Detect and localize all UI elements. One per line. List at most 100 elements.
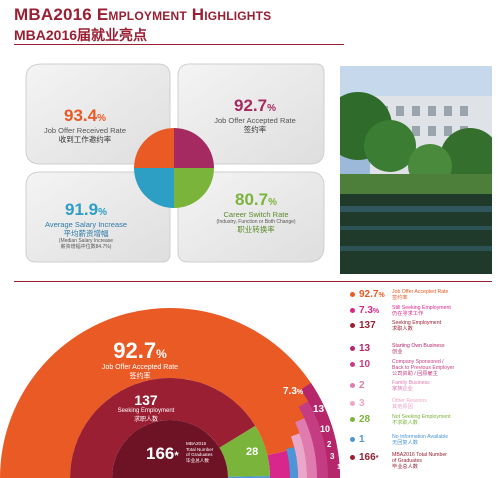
- ring-total-core: [112, 420, 228, 478]
- legend-value-number: 13: [359, 343, 371, 354]
- legend-item: 166* MBA2016 Total Number of Graduates 毕业总人…: [350, 452, 500, 470]
- legend-label-line: 创业: [392, 349, 403, 355]
- legend-label: Not Seeking Employment 不求职人数: [392, 414, 451, 426]
- legend-value: 1: [359, 434, 365, 445]
- legend-label-line: 不求职人数: [392, 420, 418, 426]
- legend-dot: [350, 401, 355, 406]
- employment-chart: [0, 308, 340, 478]
- legend-label-line: of Graduates: [392, 458, 422, 464]
- legend-dot: [350, 417, 355, 422]
- legend-label: Family Business 家族企业: [392, 380, 430, 392]
- ring-accepted: [0, 308, 336, 478]
- legend-value-number: 10: [359, 359, 371, 370]
- legend-value-unit: *: [375, 455, 379, 462]
- legend-value-number: 28: [359, 414, 371, 425]
- legend-label-line: Still Seeking Employment: [392, 305, 451, 311]
- highlight-accepted: 92.7% Job Offer Accepted Rate 签约率: [214, 96, 296, 134]
- total-center-label: MBA2016 Total Number of Graduates 毕业总人数: [186, 441, 214, 463]
- legend-dot: [350, 346, 355, 351]
- legend-label-line: 仍在寻求工作: [392, 311, 424, 317]
- legend-label-line: Seeking Employment: [392, 320, 442, 326]
- wedge-no-info: [286, 447, 298, 478]
- legend-label-line: 求职人数: [392, 326, 413, 332]
- arc-label-no-info: 1: [337, 464, 341, 471]
- ring-seeking: [70, 378, 256, 478]
- legend-dot: [350, 308, 355, 313]
- arc-label-still-seeking: 7.3%: [283, 386, 304, 397]
- wedge-other: [291, 433, 307, 478]
- wedge-family: [295, 418, 317, 478]
- wedge-sponsored: [298, 401, 328, 478]
- legend-label-line: Family Business: [392, 380, 430, 386]
- page-title: MBA2016 Employment Highlights: [14, 5, 272, 24]
- legend-label-line: Not Seeking Employment: [392, 414, 451, 420]
- legend-label: MBA2016 Total Number of Graduates 毕业总人数: [392, 452, 447, 470]
- legend-label-line: 毕业总人数: [392, 464, 418, 470]
- legend-label: Seeking Employment 求职人数: [392, 320, 441, 332]
- legend-item: 92.7% Job Offer Accepted Rate 签约率: [350, 289, 500, 307]
- arc-label-family: 2: [327, 440, 332, 449]
- legend-item: 7.3% Still Seeking Employment 仍在寻求工作: [350, 305, 500, 323]
- legend-item: 137 Seeking Employment 求职人数: [350, 320, 500, 338]
- legend-label: Still Seeking Employment 仍在寻求工作: [392, 305, 451, 317]
- legend-label-line: Company Sponsored /: [392, 359, 444, 365]
- title-underline: [14, 44, 344, 45]
- legend-value-number: 166: [359, 452, 376, 463]
- legend-value-unit: %: [372, 308, 380, 315]
- legend-label-line: Starting Own Business: [392, 343, 445, 349]
- legend-label: Company Sponsored / Back to Previous Empl…: [392, 359, 454, 377]
- highlights-graphic: [25, 63, 325, 263]
- legend-value: 92.7%: [359, 289, 385, 300]
- legend-item: 2 Family Business 家族企业: [350, 380, 500, 398]
- legend-value-unit: %: [378, 292, 385, 299]
- legend-label-line: 签约率: [392, 295, 408, 301]
- legend-value: 137: [359, 320, 376, 331]
- legend-value-number: 7.3: [359, 305, 373, 316]
- legend-value: 13: [359, 343, 370, 354]
- legend-value-number: 1: [359, 434, 365, 445]
- legend-dot: [350, 455, 355, 460]
- section-divider: [14, 281, 492, 282]
- arc-label-business: 13: [313, 404, 325, 415]
- arc-label-sponsored: 10: [320, 424, 331, 434]
- legend-label: Job Offer Accepted Rate 签约率: [392, 289, 448, 301]
- quarter-magenta: [174, 128, 214, 168]
- legend-label-line: 公司资助 / 回原雇主: [392, 371, 438, 377]
- legend-item: 13 Starting Own Business 创业: [350, 343, 500, 361]
- legend-label-line: Back to Previous Employer: [392, 365, 455, 371]
- legend-value: 28: [359, 414, 370, 425]
- wedge-business: [300, 382, 340, 478]
- legend-value-number: 92.7: [359, 289, 379, 300]
- seeking-label: 137 Seeking Employment 求职人数: [117, 392, 175, 423]
- legend-value: 166*: [359, 452, 378, 463]
- legend-item: 1 No Information Available 无回复人数: [350, 434, 500, 452]
- highlight-received: 93.4% Job Offer Received Rate 收到工作邀约率: [44, 106, 126, 144]
- legend-label: Starting Own Business 创业: [392, 343, 444, 355]
- legend-value: 3: [359, 398, 365, 409]
- legend-label-line: 家族企业: [392, 386, 413, 392]
- quarter-green: [174, 168, 214, 208]
- legend-label: Other Reasons 其他原因: [392, 398, 427, 410]
- legend-dot: [350, 383, 355, 388]
- legend-item: 28 Not Seeking Employment 不求职人数: [350, 414, 500, 432]
- legend-item: 3 Other Reasons 其他原因: [350, 398, 500, 416]
- ring-not-seeking: [219, 425, 270, 477]
- arc-label-other: 3: [330, 452, 335, 461]
- legend-dot: [350, 292, 355, 297]
- legend-label-line: Other Reasons: [392, 398, 427, 404]
- highlight-salary: 91.9% Average Salary Increase 平均薪资增幅 (Me…: [45, 200, 127, 250]
- big-rate-label: 92.7% Job Offer Accepted Rate 签约率: [101, 338, 179, 380]
- legend-label-line: 无回复人数: [392, 440, 418, 446]
- legend-dot: [350, 362, 355, 367]
- legend-value: 7.3%: [359, 305, 379, 316]
- quarter-orange: [134, 128, 174, 168]
- legend-label-line: Job Offer Accepted Rate: [392, 289, 449, 295]
- legend-label: No Information Available 无回复人数: [392, 434, 448, 446]
- campus-photo: [340, 66, 492, 274]
- legend-label-line: No Information Available: [392, 434, 449, 440]
- quarter-teal: [134, 168, 174, 208]
- leaf-bottom-left: [25, 171, 171, 263]
- not-seeking-value: 28: [246, 446, 259, 458]
- legend-item: 10 Company Sponsored / Back to Previous Em…: [350, 359, 500, 377]
- legend-label-line: 其他原因: [392, 404, 413, 410]
